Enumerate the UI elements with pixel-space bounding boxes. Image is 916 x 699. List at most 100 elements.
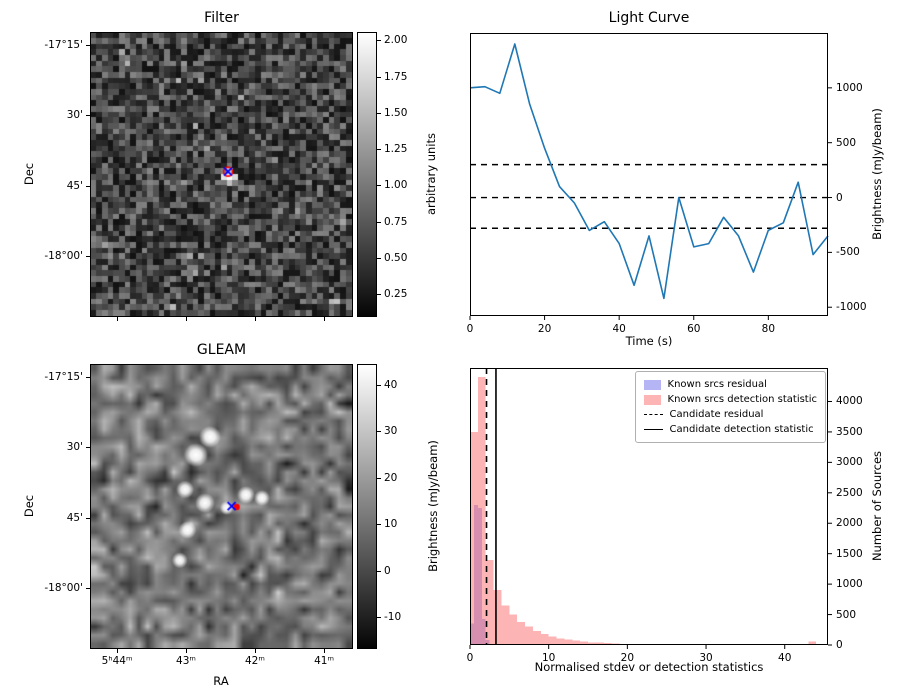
filter-ylabel: Dec xyxy=(22,162,36,186)
light-curve-xtick-label: 20 xyxy=(537,323,552,335)
light-curve-ytick-label: -1000 xyxy=(836,301,867,314)
histogram-ytick-label: 500 xyxy=(836,608,857,621)
histogram-bar xyxy=(493,590,502,645)
gleam-colorbar-tick-mark xyxy=(377,431,381,433)
light-curve-line xyxy=(469,43,829,300)
gleam-colorbar-tick-mark xyxy=(377,477,381,479)
histogram-xtick-label: 20 xyxy=(620,652,635,664)
histogram-bar xyxy=(470,431,478,645)
light-curve-ylabel: Brightness (mJy/beam) xyxy=(870,108,884,240)
gleam-xtick-label: 5ʰ44ᵐ xyxy=(101,655,133,667)
light-curve-xlabel: Time (s) xyxy=(625,334,673,348)
histogram-ytick-label: 0 xyxy=(836,639,843,651)
gleam-colorbar-tick-mark xyxy=(377,384,381,386)
light-curve-title: Light Curve xyxy=(608,10,690,26)
histogram-plot xyxy=(469,368,832,649)
gleam-ytick-mark xyxy=(86,517,90,519)
gleam-xtick-mark xyxy=(254,649,256,653)
histogram-bar xyxy=(532,630,541,645)
filter-xtick-mark xyxy=(117,317,119,321)
filter-image-frame xyxy=(90,32,353,317)
legend-entry: Known srcs detection statistic xyxy=(643,392,817,407)
histogram-ylabel: Number of Sources xyxy=(870,450,884,562)
gleam-colorbar-tick-label: 30 xyxy=(384,425,398,438)
histogram-bar xyxy=(548,636,557,645)
gleam-ytick-mark xyxy=(86,377,90,379)
gleam-ytick-mark xyxy=(86,587,90,589)
legend-label: Known srcs detection statistic xyxy=(667,394,817,405)
histogram-ytick-label: 1500 xyxy=(836,547,863,560)
histogram-ytick-label: 3500 xyxy=(836,425,863,438)
filter-image xyxy=(91,33,352,316)
histogram-bar xyxy=(556,638,565,645)
light-curve-ytick-label: 1000 xyxy=(836,81,863,94)
filter-xtick-mark xyxy=(324,317,326,321)
filter-colorbar-tick-label: 1.75 xyxy=(384,70,408,83)
light-curve-xtick-label: 0 xyxy=(466,323,474,335)
legend-solid-line-swatch xyxy=(643,429,663,430)
histogram-xlabel: Normalised stdev or detection statistics xyxy=(534,660,764,674)
gleam-colorbar-label: Brightness (mJy/beam) xyxy=(426,440,440,572)
light-curve-xtick-label: 60 xyxy=(687,323,701,335)
filter-colorbar-tick-label: 0.50 xyxy=(384,251,408,264)
filter-ytick-mark xyxy=(86,185,90,187)
gleam-ytick-mark xyxy=(86,447,90,449)
gleam-ytick-label: -17°15' xyxy=(44,371,83,384)
filter-colorbar-tick-mark xyxy=(377,149,381,151)
histogram-bar xyxy=(564,639,573,645)
legend-patch-swatch xyxy=(643,379,661,390)
gleam-colorbar xyxy=(357,364,377,649)
histogram-ytick-label: 3000 xyxy=(836,456,863,469)
histogram-bar xyxy=(540,634,549,645)
histogram-bar xyxy=(501,605,510,645)
histogram-bar xyxy=(572,640,581,645)
legend-label: Candidate detection statistic xyxy=(669,424,814,435)
filter-colorbar-tick-label: 1.50 xyxy=(384,106,408,119)
gleam-xtick-label: 42ᵐ xyxy=(244,655,265,667)
gleam-xlabel: RA xyxy=(213,674,229,688)
filter-ytick-label: 45' xyxy=(66,179,83,192)
filter-colorbar-tick-label: 0.25 xyxy=(384,288,408,301)
gleam-ylabel: Dec xyxy=(22,494,36,518)
histogram-xtick-label: 0 xyxy=(466,652,474,664)
gleam-xtick-mark xyxy=(117,649,119,653)
histogram-ytick-label: 2000 xyxy=(836,517,863,530)
gleam-colorbar-tick-label: 0 xyxy=(384,564,391,577)
filter-title: Filter xyxy=(204,10,239,26)
histogram-ytick-label: 4000 xyxy=(836,395,863,408)
gleam-colorbar-tick-mark xyxy=(377,616,381,618)
filter-ytick-mark xyxy=(86,115,90,117)
gleam-ytick-label: 45' xyxy=(66,511,83,524)
filter-colorbar-tick-mark xyxy=(377,112,381,114)
gleam-colorbar-tick-label: 20 xyxy=(384,471,398,484)
filter-xtick-mark xyxy=(254,317,256,321)
filter-ytick-label: -18°00' xyxy=(44,249,83,262)
legend-patch-swatch xyxy=(643,394,661,405)
gleam-colorbar-tick-mark xyxy=(377,570,381,572)
filter-colorbar-tick-mark xyxy=(377,221,381,223)
histogram-bar xyxy=(485,559,494,645)
histogram-bar xyxy=(477,377,486,645)
light-curve-ytick-label: 0 xyxy=(836,191,843,204)
filter-xtick-mark xyxy=(186,317,187,321)
filter-colorbar-tick-mark xyxy=(377,294,381,296)
light-curve-xtick-label: 80 xyxy=(761,323,776,335)
gleam-image xyxy=(91,365,352,648)
filter-ytick-label: 30' xyxy=(66,109,83,122)
histogram-bar xyxy=(580,641,589,645)
histogram-xtick-label: 30 xyxy=(699,652,713,664)
gleam-colorbar-tick-label: -10 xyxy=(384,610,402,623)
filter-colorbar xyxy=(357,32,377,317)
histogram-ytick-label: 1000 xyxy=(836,578,863,591)
filter-colorbar-tick-mark xyxy=(377,257,381,259)
light-curve-ytick-label: -500 xyxy=(836,246,860,259)
legend-entry: Candidate residual xyxy=(643,407,817,422)
filter-colorbar-tick-label: 0.75 xyxy=(384,215,408,228)
gleam-image-frame xyxy=(90,364,353,649)
histogram-bar xyxy=(517,621,526,645)
gleam-ytick-label: -18°00' xyxy=(44,581,83,594)
light-curve-plot xyxy=(469,33,832,320)
gleam-xtick-label: 41ᵐ xyxy=(314,655,335,667)
filter-ytick-mark xyxy=(86,255,90,257)
